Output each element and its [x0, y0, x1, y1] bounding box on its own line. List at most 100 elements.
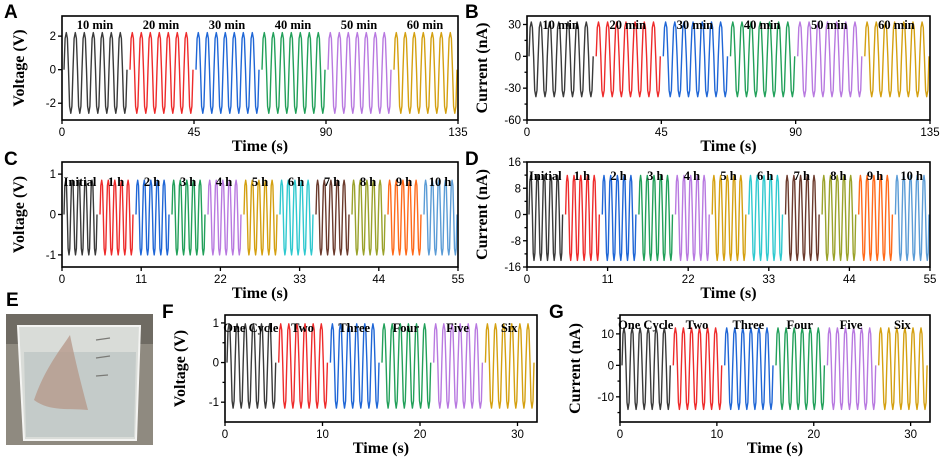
chart-B: B 10 min 20 min 30 min 40 min 50 min 60 min 0 45… — [465, 2, 940, 155]
chart-G: G One Cycle Two Three Four Five Six 0 10 20 30 -10 0… — [549, 302, 931, 457]
series-wave-3 — [638, 174, 674, 262]
series-label: 3 h — [647, 169, 663, 183]
series-wave-4 — [207, 179, 242, 256]
series-wave-5 — [243, 179, 278, 256]
x-tick-label: 33 — [762, 274, 775, 286]
series-label: 4 h — [684, 169, 700, 183]
x-axis-label: Time (s) — [232, 138, 288, 155]
series-label: 2 h — [144, 175, 160, 189]
y-tick-label: -30 — [504, 83, 521, 95]
series-label: 7 h — [794, 169, 810, 183]
series-wave-6 — [279, 179, 314, 256]
x-tick-label: 20 — [807, 429, 820, 441]
series-label: Two — [686, 318, 709, 332]
series-wave-0 — [63, 179, 98, 256]
series-wave-4 — [674, 174, 710, 262]
y-tick-label: 0 — [213, 358, 219, 370]
series-wave-3 — [171, 179, 206, 256]
x-tick-label: 135 — [448, 127, 467, 139]
x-tick-label: 90 — [320, 127, 333, 139]
y-tick-label: 1 — [50, 169, 56, 181]
series-wave-5 — [393, 31, 458, 114]
y-axis-label: Voltage (V) — [172, 330, 189, 407]
series-wave-0 — [226, 323, 277, 409]
x-tick-label: 0 — [524, 127, 530, 139]
series-label: 30 min — [677, 18, 714, 32]
series-wave-10 — [423, 179, 458, 256]
series-wave-0 — [621, 327, 671, 411]
series-label: 6 h — [288, 175, 304, 189]
series-label: 1 h — [574, 169, 590, 183]
panel-label: F — [162, 302, 174, 323]
series-label: 20 min — [610, 18, 647, 32]
panel-label: G — [549, 302, 564, 323]
y-tick-label: 0 — [515, 210, 521, 222]
y-axis-label: Current (nA) — [474, 23, 491, 114]
x-tick-label: 20 — [414, 429, 427, 441]
series-label: 8 h — [360, 175, 376, 189]
series-label: Three — [733, 318, 765, 332]
y-tick-label: -2 — [46, 98, 56, 110]
series-wave-5 — [878, 327, 928, 411]
x-tick-label: 22 — [214, 274, 227, 286]
y-tick-label: -10 — [597, 392, 614, 404]
x-axis-label: Time (s) — [700, 138, 756, 155]
series-label: 30 min — [209, 18, 246, 32]
series-wave-0 — [63, 31, 128, 114]
x-tick-label: 55 — [924, 274, 937, 286]
series-label: Six — [894, 318, 911, 332]
x-tick-label: 44 — [843, 274, 856, 286]
beaker-photo — [6, 314, 153, 445]
y-tick-label: -60 — [504, 115, 521, 127]
series-label: 10 min — [542, 18, 579, 32]
x-tick-label: 90 — [789, 127, 802, 139]
x-tick-label: 135 — [920, 127, 939, 139]
series-label: Initial — [64, 175, 97, 189]
series-wave-1 — [278, 323, 329, 409]
series-wave-6 — [748, 174, 784, 262]
series-wave-1 — [564, 174, 600, 262]
x-axis-label: Time (s) — [700, 285, 756, 302]
series-wave-1 — [595, 21, 661, 98]
chart-F: F One Cycle Two Three Four Five Six 0 10 20 30 -1 0 1… — [162, 302, 538, 457]
series-wave-5 — [484, 323, 535, 409]
series-wave-0 — [528, 174, 564, 262]
series-wave-7 — [315, 179, 350, 256]
series-wave-2 — [724, 327, 774, 411]
y-tick-label: 0 — [50, 65, 56, 77]
series-label: Five — [840, 318, 863, 332]
series-wave-2 — [195, 31, 260, 114]
y-tick-label: 0 — [608, 360, 614, 372]
series-label: 9 h — [867, 169, 883, 183]
y-tick-label: 16 — [508, 157, 521, 169]
fiber-device — [34, 335, 88, 410]
x-tick-label: 0 — [59, 274, 65, 286]
x-tick-label: 0 — [222, 429, 228, 441]
series-label: 10 h — [900, 169, 923, 183]
series-label: 4 h — [216, 175, 232, 189]
y-tick-label: 8 — [515, 183, 521, 195]
series-label: 50 min — [811, 18, 848, 32]
series-wave-9 — [387, 179, 422, 256]
series-wave-0 — [528, 21, 594, 98]
x-tick-label: 0 — [617, 429, 623, 441]
chart-A: A 10 min 20 min 30 min 40 min 50 min 60 min 0 45… — [4, 2, 468, 155]
x-tick-label: 22 — [682, 274, 695, 286]
y-tick-label: -1 — [209, 397, 219, 409]
series-label: 5 h — [252, 175, 268, 189]
series-label: 50 min — [341, 18, 378, 32]
beaker-graduations-icon — [95, 337, 111, 377]
x-tick-label: 45 — [188, 127, 201, 139]
series-label: Six — [501, 321, 518, 335]
series-label: 7 h — [324, 175, 340, 189]
series-label: 20 min — [143, 18, 180, 32]
series-label: 5 h — [720, 169, 736, 183]
series-wave-1 — [129, 31, 194, 114]
series-wave-2 — [135, 179, 170, 256]
x-tick-label: 30 — [904, 429, 917, 441]
series-wave-2 — [662, 21, 729, 98]
x-tick-label: 44 — [372, 274, 385, 286]
series-wave-9 — [858, 174, 894, 262]
series-wave-4 — [327, 31, 392, 114]
